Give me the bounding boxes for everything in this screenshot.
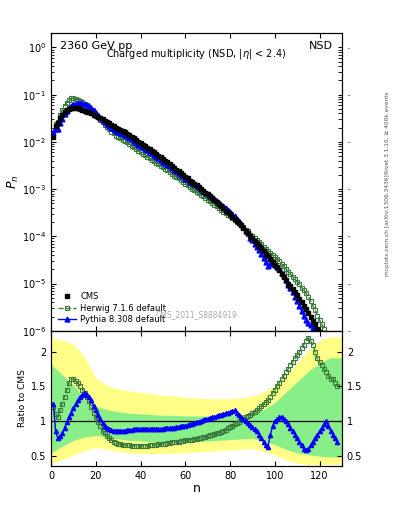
Pythia 8.308 default — [78, 100, 83, 106]
CMS — [158, 154, 163, 160]
CMS — [51, 134, 56, 140]
X-axis label: n: n — [193, 482, 200, 495]
Pythia 8.308 default — [335, 370, 340, 376]
Herwig 7.1.6 default — [123, 138, 127, 144]
CMS — [324, 342, 329, 348]
Text: Rivet 3.1.10, ≥ 400k events: Rivet 3.1.10, ≥ 400k events — [385, 92, 390, 175]
Herwig 7.1.6 default — [201, 194, 206, 200]
Herwig 7.1.6 default — [297, 281, 302, 287]
Herwig 7.1.6 default — [158, 163, 163, 169]
Pythia 8.308 default — [123, 132, 127, 138]
Line: Pythia 8.308 default: Pythia 8.308 default — [51, 100, 340, 376]
Herwig 7.1.6 default — [169, 170, 174, 177]
CMS — [335, 363, 340, 369]
Pythia 8.308 default — [297, 303, 302, 309]
CMS — [201, 188, 206, 194]
Y-axis label: $P_n$: $P_n$ — [6, 175, 21, 189]
CMS — [169, 163, 174, 169]
Herwig 7.1.6 default — [335, 354, 340, 360]
Y-axis label: Ratio to CMS: Ratio to CMS — [18, 369, 27, 427]
Pythia 8.308 default — [201, 187, 206, 194]
Text: CMS_2011_S8884919: CMS_2011_S8884919 — [156, 310, 237, 319]
Herwig 7.1.6 default — [51, 130, 56, 136]
Legend: CMS, Herwig 7.1.6 default, Pythia 8.308 default: CMS, Herwig 7.1.6 default, Pythia 8.308 … — [54, 289, 170, 327]
Pythia 8.308 default — [324, 342, 329, 348]
Line: CMS: CMS — [51, 105, 340, 368]
Pythia 8.308 default — [169, 165, 174, 171]
Text: NSD: NSD — [309, 41, 333, 51]
Herwig 7.1.6 default — [324, 331, 329, 337]
CMS — [297, 295, 302, 302]
Text: mcplots.cern.ch [arXiv:1306.3436]: mcplots.cern.ch [arXiv:1306.3436] — [385, 175, 390, 276]
CMS — [123, 129, 127, 135]
Line: Herwig 7.1.6 default: Herwig 7.1.6 default — [51, 96, 340, 360]
Text: Charged multiplicity (NSD, $|\eta|$ < 2.4): Charged multiplicity (NSD, $|\eta|$ < 2.… — [107, 47, 286, 60]
CMS — [71, 104, 76, 111]
Herwig 7.1.6 default — [71, 95, 76, 101]
Pythia 8.308 default — [51, 129, 56, 135]
Text: 2360 GeV pp: 2360 GeV pp — [60, 41, 132, 51]
Pythia 8.308 default — [158, 157, 163, 163]
